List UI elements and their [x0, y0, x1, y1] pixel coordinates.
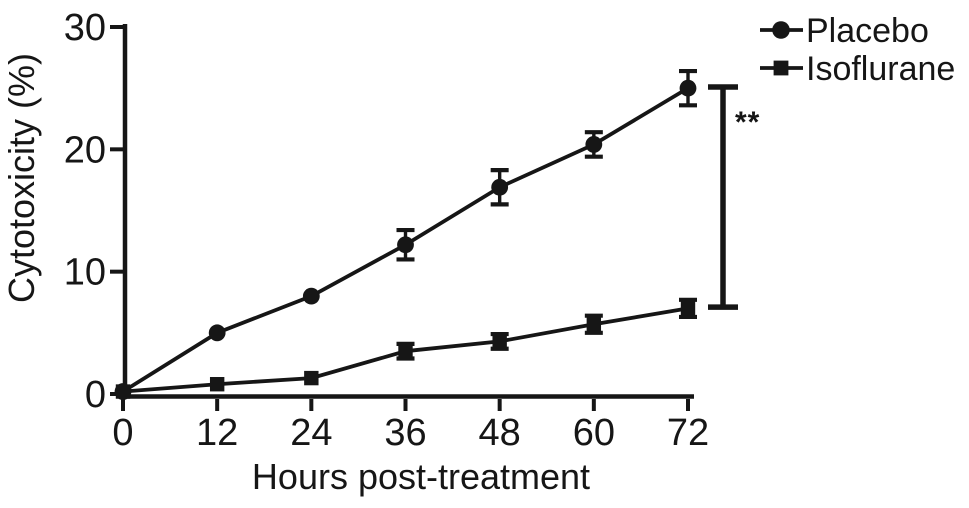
placebo-marker — [679, 79, 697, 97]
legend-label: Isoflurane — [806, 50, 955, 88]
series-placebo — [114, 68, 697, 400]
legend-label: Placebo — [806, 12, 929, 50]
x-axis-title: Hours post-treatment — [252, 456, 590, 497]
placebo-marker — [302, 287, 320, 305]
y-tick-label: 10 — [64, 252, 106, 294]
y-tick-label: 0 — [85, 374, 106, 416]
placebo-marker — [397, 236, 414, 254]
isoflurane-marker — [115, 384, 131, 399]
legend-item-isoflurane: Isoflurane — [760, 50, 955, 88]
ticks: 0 12 24 36 48 60 72 0 10 20 30 — [64, 7, 709, 454]
circle-marker-icon — [772, 21, 790, 39]
x-tick-label: 48 — [479, 412, 521, 454]
isoflurane-marker — [304, 370, 319, 386]
annotations: ** — [708, 84, 760, 310]
isoflurane-marker — [209, 377, 225, 392]
placebo-marker — [585, 136, 603, 153]
x-tick-label: 72 — [667, 412, 709, 454]
y-axis-title: Cytotoxicity (%) — [1, 53, 42, 303]
placebo-marker — [491, 178, 509, 196]
x-tick-label: 24 — [290, 412, 332, 454]
isoflurane-marker — [680, 301, 696, 316]
y-tick-label: 30 — [64, 7, 106, 49]
isoflurane-marker — [586, 317, 602, 332]
significance-label: ** — [735, 106, 760, 139]
series-isoflurane — [115, 297, 697, 399]
significance-bracket: ** — [708, 84, 760, 310]
y-tick-label: 20 — [64, 129, 106, 171]
placebo-marker — [208, 324, 226, 342]
x-tick-label: 0 — [112, 412, 133, 454]
x-tick-label: 36 — [384, 412, 426, 454]
isoflurane-marker — [398, 343, 413, 359]
x-tick-label: 12 — [196, 412, 238, 454]
legend-item-placebo: Placebo — [760, 12, 929, 50]
square-marker-icon — [773, 60, 789, 76]
axes — [121, 24, 694, 399]
data-series — [114, 68, 697, 400]
isoflurane-marker — [492, 334, 507, 349]
x-tick-label: 60 — [573, 412, 615, 454]
